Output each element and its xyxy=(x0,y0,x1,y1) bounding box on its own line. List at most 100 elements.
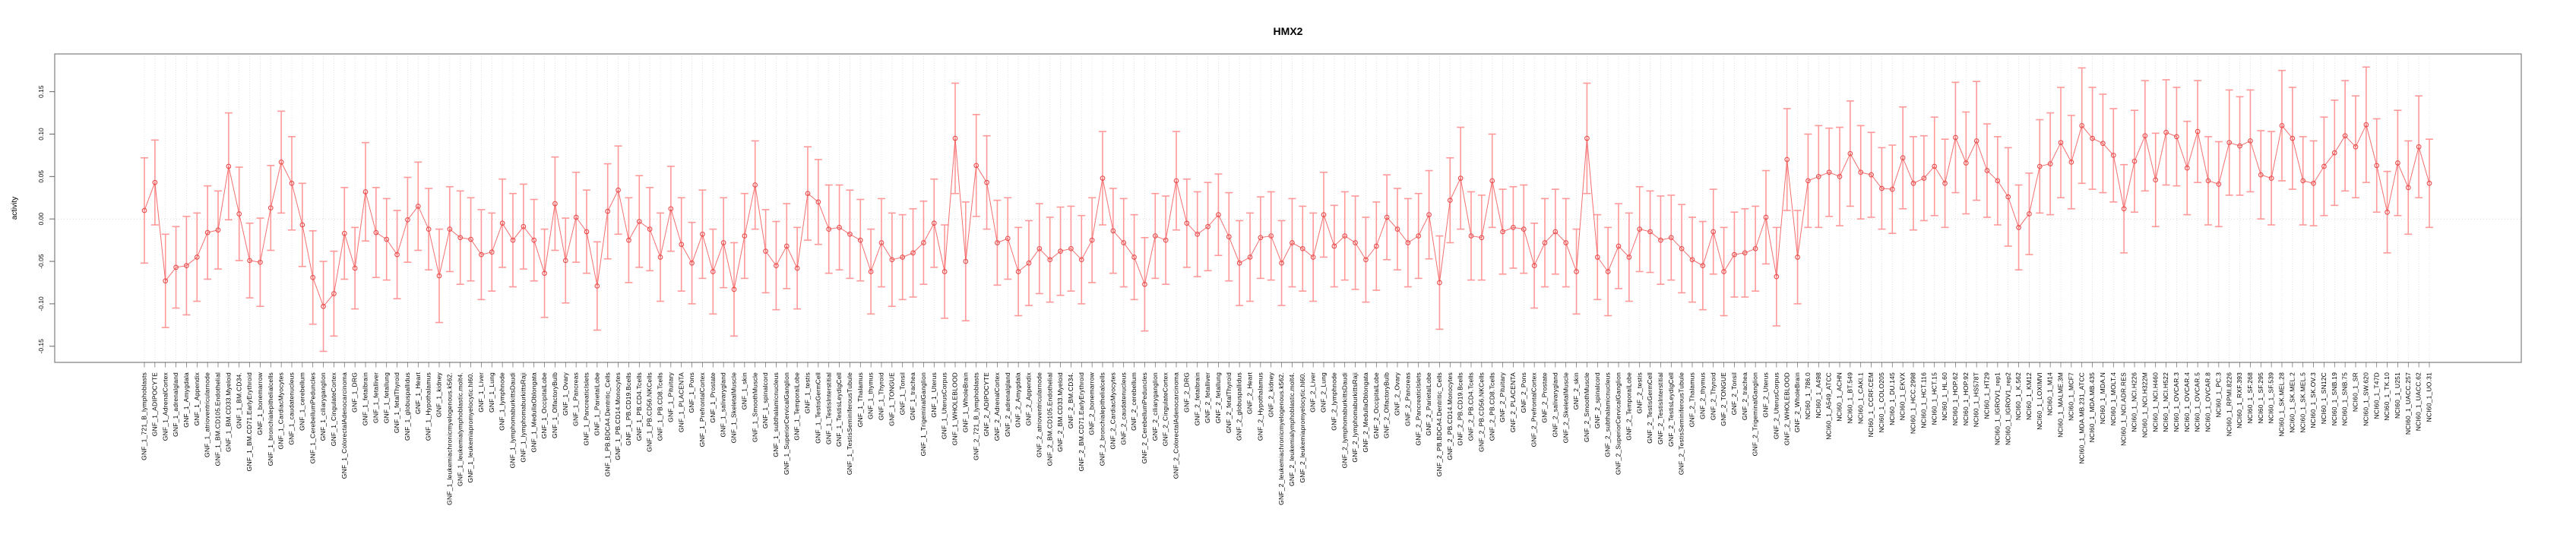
data-point xyxy=(1647,229,1653,235)
x-tick-label: NCI60_1_KM12 xyxy=(2025,372,2033,420)
data-point xyxy=(1921,175,1927,181)
data-point xyxy=(1963,160,1969,166)
x-tick-label: GNF_2_leukemiachronicmyelogenous.k562. xyxy=(1277,372,1285,505)
data-point xyxy=(2279,122,2285,128)
data-point xyxy=(499,220,505,226)
x-tick-label: GNF_1_leukemiapromyelocytic.hl60. xyxy=(467,372,474,483)
x-tick-label: GNF_2_Lung xyxy=(1320,372,1328,413)
data-point xyxy=(1163,237,1169,243)
x-tick-label: GNF_2_salivarygland xyxy=(1552,372,1559,438)
x-tick-label: GNF_1_Prostate xyxy=(709,372,717,423)
data-point xyxy=(373,229,379,236)
x-tick-label: GNF_1_Lung xyxy=(488,372,495,413)
data-point xyxy=(152,179,158,185)
data-point xyxy=(1784,157,1790,163)
x-tick-label: GNF_2_leukemiapromyelocytic.hl60. xyxy=(1299,372,1306,483)
series-line-layer xyxy=(144,123,2430,308)
axes-layer: 0.15 0.10 0.05 0.00 -0.05 -0.10 -0.15 GNF_1_721… xyxy=(37,53,2522,505)
data-point xyxy=(1353,240,1358,245)
data-point xyxy=(2374,163,2380,169)
x-tick-label: NCI60_1_SR xyxy=(2352,372,2359,412)
x-tick-label: GNF_1_SuperiorCervicalGanglion xyxy=(783,372,790,475)
x-tick-label: NCI60_1_HOP.62 xyxy=(1951,372,1959,425)
x-tick-label: NCI60_1_CCRF.CEM xyxy=(1867,372,1875,437)
x-tick-label: GNF_2_Amygdala xyxy=(1014,372,1022,428)
data-point xyxy=(941,269,948,274)
x-tick-label: NCI60_1_NCI.H322M xyxy=(2141,372,2149,438)
x-tick-label: GNF_2_SuperiorCervicalGanglion xyxy=(1615,372,1622,475)
x-tick-label: NCI60_1_MDA.MB.231_ATCC xyxy=(2078,372,2085,464)
x-tick-label: GNF_2_TONGUE xyxy=(1720,372,1727,426)
data-point xyxy=(2110,153,2116,158)
data-point xyxy=(163,278,169,284)
data-point xyxy=(2153,177,2159,183)
data-point xyxy=(1847,150,1853,157)
x-tick-label: GNF_1_BM.CD105.Endothelial xyxy=(214,372,222,466)
data-point xyxy=(457,235,464,241)
x-tick-label: NCI60_1_A498 xyxy=(1815,372,1822,419)
data-point xyxy=(689,260,695,266)
x-tick-label: GNF_1_globuspallidus xyxy=(403,372,411,441)
x-tick-label: NCI60_1_HS578T xyxy=(1973,372,1980,427)
x-tick-label: GNF_1_ADIPOCYTE xyxy=(151,372,159,436)
x-tick-label: GNF_2_PB.CD4.Tcells xyxy=(1467,372,1475,441)
x-tick-label: GNF_1_bronchialepithelialcells xyxy=(267,372,274,466)
data-point xyxy=(584,229,590,235)
x-tick-label: GNF_2_Tonsil xyxy=(1730,372,1738,415)
data-point xyxy=(2258,172,2264,178)
points-layer xyxy=(141,122,2432,309)
data-point xyxy=(1363,257,1369,263)
data-point xyxy=(1394,226,1400,232)
data-point xyxy=(1131,255,1137,260)
data-point xyxy=(1058,248,1063,254)
data-point xyxy=(636,219,642,224)
data-point xyxy=(426,226,432,232)
x-tick-label: GNF_2_bonemarrow xyxy=(1088,372,1096,435)
x-tick-label: NCI60_1_UACC.62 xyxy=(2415,372,2423,431)
data-point xyxy=(2237,143,2242,149)
x-tick-label: GNF_1_PB.BDCA4.Dentritic_Cells xyxy=(603,372,611,476)
x-tick-label: GNF_2_TemporalLobe xyxy=(1625,372,1633,441)
data-point xyxy=(742,233,748,239)
x-tick-label: GNF_1_OccipitalLobe xyxy=(540,372,548,438)
x-tick-label: GNF_1_BM.CD33.Myeloid xyxy=(225,372,233,452)
x-tick-label: GNF_1_BM.CD34. xyxy=(235,372,242,428)
data-point xyxy=(900,255,906,260)
x-tick-label: GNF_2_ADIPOCYTE xyxy=(983,372,990,436)
x-tick-label: GNF_1_Thalamus xyxy=(856,372,864,427)
data-point xyxy=(384,236,390,242)
data-point xyxy=(2121,206,2127,212)
x-tick-label: GNF_2_TestisInterstitial xyxy=(1657,372,1664,444)
x-tick-label: GNF_1_Uterus xyxy=(930,372,938,418)
data-point xyxy=(436,273,442,279)
x-tick-label: NCI60_1_NCI.H226 xyxy=(2131,372,2138,432)
x-tick-label: NCI60_1_SF.539 xyxy=(2267,372,2275,424)
gridlines-layer xyxy=(55,54,2521,362)
x-tick-label: GNF_2_SkeletalMuscle xyxy=(1562,372,1569,443)
data-point xyxy=(878,240,885,245)
data-point xyxy=(995,240,1000,245)
data-point xyxy=(1742,250,1748,256)
data-point xyxy=(1689,257,1695,263)
x-tick-label: NCI60_1_SF.295 xyxy=(2257,372,2264,424)
x-tick-label: NCI60_1_HCT.15 xyxy=(1930,372,1938,425)
data-point xyxy=(1310,255,1316,260)
chart-title: HMX2 xyxy=(1274,25,1303,37)
data-point xyxy=(1268,233,1274,239)
x-tick-label: NCI60_1_OVCAR.3 xyxy=(2173,372,2180,432)
x-tick-label: GNF_2_adrenalgland xyxy=(1004,372,1011,437)
data-point xyxy=(289,180,295,186)
data-point xyxy=(394,251,400,258)
data-point xyxy=(647,226,653,232)
data-point xyxy=(616,187,621,193)
x-tick-label: GNF_2_Thalamus xyxy=(1688,372,1696,427)
data-point xyxy=(2395,160,2400,166)
x-tick-label: GNF_1_WholeBrain xyxy=(962,372,970,432)
data-point xyxy=(2226,140,2233,146)
x-tick-label: GNF_2_WholeBrain xyxy=(1793,372,1801,432)
data-point xyxy=(215,227,221,233)
data-point xyxy=(657,255,663,260)
data-point xyxy=(1658,237,1663,243)
data-point xyxy=(1637,226,1643,232)
x-tick-label: GNF_2_TrigeminalGanglion xyxy=(1752,372,1759,456)
